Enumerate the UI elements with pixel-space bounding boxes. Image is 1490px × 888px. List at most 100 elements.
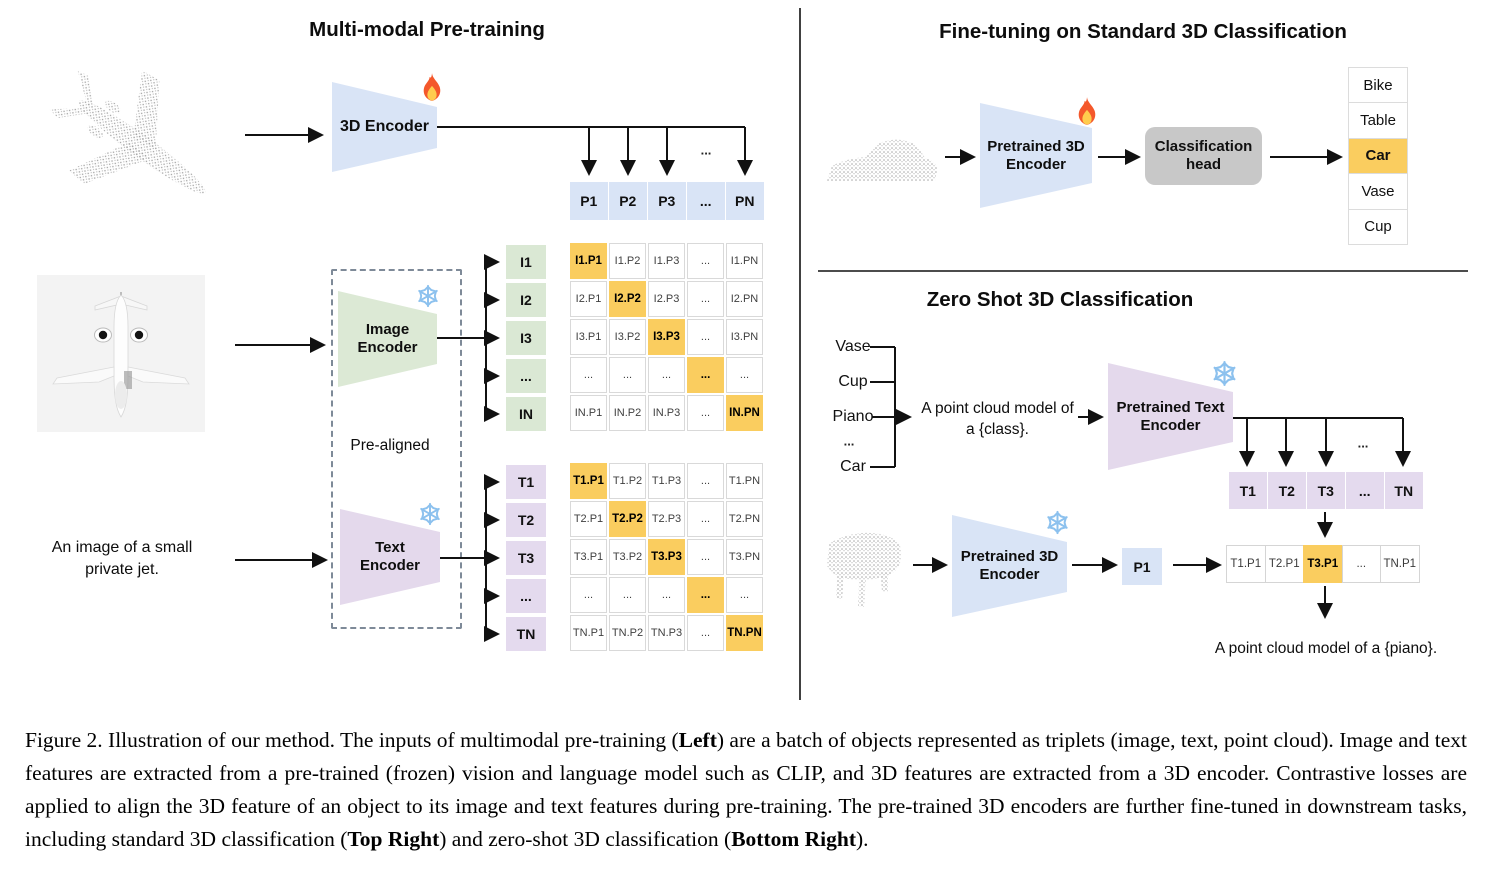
matrix-cell: IN.P2: [609, 395, 646, 431]
matrix-cell: ...: [648, 357, 685, 393]
pretrained-text-line1: Pretrained Text: [1116, 398, 1225, 416]
t-label-column: T1 T2 T3... TN: [506, 465, 546, 651]
image-caption-line2: private jet.: [85, 561, 159, 578]
caption-bold-segment: Top Right: [347, 827, 440, 851]
class-cell: Vase: [1348, 173, 1408, 210]
matrix-cell: ...: [570, 577, 607, 613]
zs-class-item: Car: [840, 458, 866, 475]
p-cell: P3: [648, 182, 686, 220]
caption-bold-segment: Left: [678, 728, 717, 752]
image-caption-line1: An image of a small: [51, 539, 193, 556]
snowflake-icon: [1211, 360, 1238, 387]
matrix-cell: T2.P1: [570, 501, 607, 537]
matrix-cell: I2.P3: [648, 281, 685, 317]
image-encoder-line2: Encoder: [357, 339, 418, 356]
p-cell: P2: [609, 182, 647, 220]
matrix-cell: T3.P3: [648, 539, 685, 575]
caption-segment: ) are a batch of objects represented as …: [25, 728, 1467, 851]
similarity-cell: T2.P1: [1264, 545, 1304, 583]
class-cell: Table: [1348, 102, 1408, 139]
t-label-cell: T3: [506, 541, 546, 575]
t-label-cell: TN: [506, 617, 546, 651]
zeroshot-panel-title: Zero Shot 3D Classification: [926, 288, 1194, 311]
classification-head-line1: Classification: [1154, 138, 1253, 155]
t-cell: T3: [1307, 472, 1345, 509]
zs-class-ellipsis: ...: [843, 433, 855, 449]
matrix-cell: ...: [687, 577, 724, 613]
image-encoder-line1: Image: [365, 321, 410, 338]
i-label-cell: I1: [506, 245, 546, 279]
zs-class-item: Vase: [835, 338, 871, 355]
p1-box: P1: [1122, 548, 1162, 585]
pretrained-3d-line2: Encoder: [1005, 155, 1066, 173]
class-cell: Cup: [1348, 208, 1408, 245]
matrix-cell: I3.P1: [570, 319, 607, 355]
matrix-cell: T3.PN: [726, 539, 763, 575]
flame-icon: [1078, 97, 1096, 125]
i-label-cell: ...: [506, 359, 546, 393]
matrix-cell: IN.P3: [648, 395, 685, 431]
image-encoder: Image Encoder: [338, 291, 437, 387]
matrix-cell: I3.P3: [648, 319, 685, 355]
matrix-cell: T1.P3: [648, 463, 685, 499]
encoder-3d-label: 3D Encoder: [340, 118, 429, 135]
pretrained-text-encoder: Pretrained Text Encoder: [1108, 363, 1233, 470]
matrix-cell: TN.P2: [609, 615, 646, 651]
pretraining-panel-title: Multi-modal Pre-training: [309, 18, 545, 41]
matrix-cell: ...: [687, 395, 724, 431]
t-cell: T1: [1229, 472, 1267, 509]
t-cell: TN: [1385, 472, 1423, 509]
matrix-cell: I1.P1: [570, 243, 607, 279]
class-cell: Bike: [1348, 67, 1408, 104]
matrix-cell: ...: [687, 319, 724, 355]
prompt-text: A point cloud model of a {class}.: [905, 398, 1090, 440]
matrix-cell: ...: [648, 577, 685, 613]
p-cell: PN: [726, 182, 764, 220]
matrix-cell: I1.PN: [726, 243, 763, 279]
result-text: A point cloud model of a {piano}.: [1214, 640, 1438, 657]
matrix-cell: ...: [687, 463, 724, 499]
t-cell: T2: [1268, 472, 1306, 509]
matrix-cell: ...: [687, 501, 724, 537]
caption-segment: ) and zero-shot 3D classification (: [439, 827, 732, 851]
zs-pretrained-3d-encoder: Pretrained 3D Encoder: [952, 515, 1067, 617]
similarity-row: T1.P1 T2.P1 T3.P1... TN.P1: [1226, 545, 1420, 583]
pretrained-3d-encoder-label: Pretrained 3D Encoder: [980, 103, 1092, 208]
zs-pretrained-3d-line2: Encoder: [979, 566, 1040, 583]
t-label-cell: ...: [506, 579, 546, 613]
t-p-matrix: T1.P1 T1.P2 T1.P3... T1.PN T2.P1 T2.P2 T2.P3..…: [570, 463, 763, 651]
pretrained-text-encoder-label: Pretrained Text Encoder: [1108, 363, 1233, 470]
t-fanout-ellipsis: ...: [1357, 435, 1369, 451]
pretrained-3d-line1: Pretrained 3D: [987, 137, 1085, 155]
matrix-cell: T2.PN: [726, 501, 763, 537]
similarity-cell: T3.P1: [1303, 545, 1343, 583]
i-label-cell: I3: [506, 321, 546, 355]
i-label-cell: IN: [506, 397, 546, 431]
matrix-cell: I1.P2: [609, 243, 646, 279]
pre-aligned-box: [331, 269, 462, 629]
pretrained-3d-encoder: Pretrained 3D Encoder: [980, 103, 1092, 208]
matrix-cell: I2.P2: [609, 281, 646, 317]
matrix-cell: T1.P2: [609, 463, 646, 499]
finetune-panel-title: Fine-tuning on Standard 3D Classificatio…: [939, 20, 1347, 43]
caption-bold-segment: Bottom Right: [731, 827, 857, 851]
zs-pretrained-3d-encoder-label: Pretrained 3D Encoder: [952, 515, 1067, 617]
snowflake-icon: [416, 284, 440, 308]
matrix-cell: I2.P1: [570, 281, 607, 317]
text-encoder: Text Encoder: [340, 509, 440, 605]
text-encoder-line2: Encoder: [359, 557, 420, 574]
text-encoder-line1: Text: [375, 539, 405, 556]
p-fanout-ellipsis: ...: [700, 142, 712, 158]
matrix-cell: ...: [609, 357, 646, 393]
p-vector-row: P1 P2 P3... PN: [570, 182, 764, 220]
matrix-cell: T1.PN: [726, 463, 763, 499]
t-label-cell: T1: [506, 465, 546, 499]
t-cell: ...: [1346, 472, 1384, 509]
image-encoder-label: Image Encoder: [338, 291, 437, 387]
t-label-cell: T2: [506, 503, 546, 537]
zs-class-item: Piano: [832, 408, 874, 425]
matrix-cell: ...: [687, 357, 724, 393]
similarity-cell: ...: [1341, 545, 1381, 583]
matrix-cell: I3.PN: [726, 319, 763, 355]
